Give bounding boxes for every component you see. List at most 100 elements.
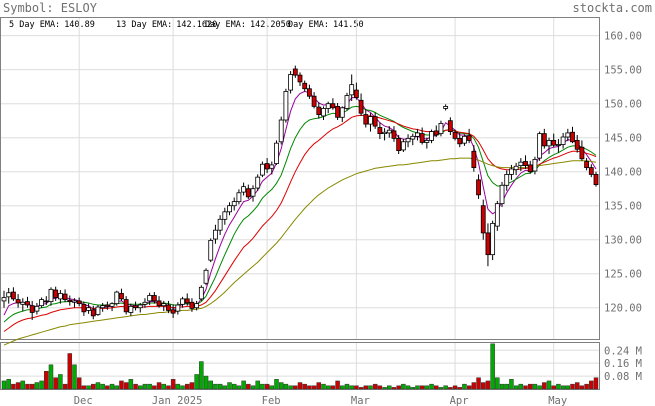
volume-tick: 0.16 M: [604, 358, 642, 370]
candle-body: [119, 293, 124, 300]
candle-body: [57, 293, 63, 300]
volume-bar: [203, 375, 209, 390]
candle-body: [396, 137, 402, 152]
volume-bar: [91, 383, 96, 390]
price-tick: 155.00: [604, 65, 642, 77]
volume-bar: [415, 385, 420, 390]
candle-body: [90, 309, 96, 317]
brand-label[interactable]: stockta.com: [573, 1, 652, 15]
volume-bar: [574, 382, 580, 390]
volume-bar: [504, 383, 509, 390]
candle-body: [53, 289, 59, 298]
date-label: Apr: [450, 395, 469, 406]
candle-body: [565, 132, 571, 138]
volume-bar: [335, 380, 340, 390]
candle-body: [471, 150, 477, 169]
date-label: Jan 2025: [152, 395, 203, 406]
volume-bar: [349, 385, 354, 390]
candle-body: [43, 300, 49, 303]
candle-body: [260, 163, 265, 176]
candle-body: [283, 91, 289, 121]
volume-panel-frame: [0, 342, 600, 390]
volume-bar: [62, 383, 68, 390]
volume-bar: [560, 385, 566, 390]
candle-body: [504, 174, 510, 186]
candle-body: [316, 106, 322, 115]
volume-bar: [325, 385, 331, 390]
candle-body: [532, 159, 538, 172]
volume-bar: [156, 382, 162, 390]
volume-bar: [1, 380, 7, 390]
volume-bar: [241, 380, 246, 390]
candle-body: [574, 140, 580, 150]
candle-body: [109, 303, 115, 307]
volume-bar: [485, 380, 491, 390]
date-axis: Dec Jan 2025 Feb Mar Apr May: [74, 395, 568, 406]
volume-bar: [48, 364, 54, 390]
volume-bar: [194, 374, 199, 390]
candle-body: [217, 218, 223, 231]
candle-body: [274, 142, 279, 164]
volume-bar: [264, 383, 270, 390]
candle-body: [39, 299, 44, 307]
volume-bar: [452, 385, 458, 390]
volume-tick: 0.24 M: [604, 345, 642, 357]
volume-bar: [199, 361, 204, 390]
candle-body: [104, 304, 110, 307]
candle-body: [377, 127, 383, 135]
volume-bar: [466, 385, 472, 390]
candle-body: [349, 84, 355, 96]
candle-body: [424, 140, 430, 143]
volume-bar: [222, 385, 228, 390]
volume-bar: [76, 377, 82, 390]
candle-body: [81, 303, 87, 313]
volume-bar: [44, 370, 49, 390]
candle-body: [137, 304, 143, 309]
candle-body: [227, 205, 232, 213]
candle-body: [194, 303, 200, 309]
price-axis: 160.00 155.00 150.00 145.00 140.00 135.0…: [604, 31, 642, 315]
candle-body: [250, 188, 256, 197]
volume-bar: [180, 385, 185, 390]
volume-bar: [387, 385, 392, 390]
volume-bar: [405, 385, 411, 390]
candle-body: [466, 135, 472, 141]
candle-body: [509, 168, 514, 175]
volume-bar: [25, 383, 30, 390]
volume-bar: [208, 380, 213, 390]
volume-bar: [363, 385, 369, 390]
candle-body: [368, 116, 373, 125]
ema-legend: 5 Day EMA:140.89 13 Day EMA:142.1620 Day…: [9, 20, 364, 30]
candle-body: [213, 229, 218, 240]
candle-body: [457, 137, 463, 145]
volume-bar: [274, 379, 279, 390]
volume-bar: [147, 383, 152, 390]
candle-body: [133, 305, 138, 309]
candles: [1, 65, 599, 320]
volume-bar: [152, 385, 157, 390]
candle-body: [302, 82, 308, 90]
candle-body: [184, 298, 190, 304]
volume-bar: [593, 377, 599, 390]
ema13-legend: 13 Day EMA: 142.1620: [116, 20, 217, 30]
volume-bar: [231, 383, 237, 390]
volume-bar: [495, 377, 500, 390]
volume-bar: [480, 382, 486, 390]
candle-body: [114, 291, 120, 305]
candle-body: [452, 131, 458, 139]
volume-bar: [95, 382, 101, 390]
volume-bar: [476, 377, 481, 390]
volume-bar: [372, 383, 378, 390]
volume-bar: [499, 383, 505, 390]
candle-body: [48, 288, 54, 302]
volume-bar: [29, 383, 35, 390]
volume-bar: [377, 385, 383, 390]
volume-bar: [537, 385, 542, 390]
volume-axis: 0.24 M 0.16 M 0.08 M: [604, 345, 642, 383]
candle-body: [584, 161, 590, 169]
volume-bar: [260, 383, 265, 390]
candle-body: [546, 140, 552, 147]
ema-line: [3, 90, 597, 316]
candle-body: [123, 299, 129, 313]
volume-bar: [546, 380, 552, 390]
